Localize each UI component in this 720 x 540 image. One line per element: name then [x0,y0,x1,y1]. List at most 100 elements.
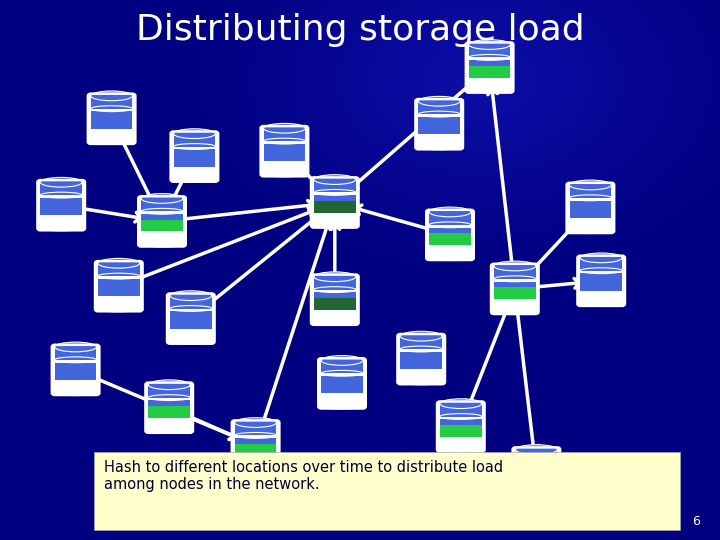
Bar [314,276,356,289]
Bar [264,150,305,161]
Bar [55,347,96,360]
Bar [321,361,363,373]
Bar [174,149,215,155]
Bar [235,444,276,456]
FancyBboxPatch shape [437,402,485,451]
Ellipse shape [321,404,363,409]
Bar [55,362,96,368]
Bar [141,199,183,211]
Ellipse shape [314,320,356,325]
Bar [321,382,363,394]
Bar [91,96,132,109]
Bar [429,212,471,225]
Ellipse shape [91,91,132,100]
Bar [55,368,96,380]
Bar [40,204,82,215]
Ellipse shape [170,291,212,300]
Ellipse shape [264,123,305,133]
Bar [148,384,190,397]
Ellipse shape [440,399,482,408]
Ellipse shape [148,380,190,390]
Bar [580,273,622,279]
FancyBboxPatch shape [577,255,625,306]
Bar [148,406,190,418]
Ellipse shape [570,180,611,190]
Ellipse shape [55,390,96,395]
Bar [98,285,140,296]
Bar [98,264,140,276]
Ellipse shape [580,253,622,263]
Ellipse shape [55,342,96,352]
Ellipse shape [400,379,442,384]
Ellipse shape [98,307,140,312]
Ellipse shape [494,261,536,271]
Ellipse shape [570,228,611,233]
Bar [170,311,212,317]
Ellipse shape [40,226,82,231]
Bar [91,111,132,117]
Ellipse shape [141,194,183,204]
Bar [440,419,482,425]
Bar [400,336,442,349]
Bar [174,155,215,167]
FancyBboxPatch shape [171,131,218,181]
FancyBboxPatch shape [95,261,143,311]
Ellipse shape [469,87,510,93]
Bar [580,258,622,271]
Bar [418,102,460,114]
FancyBboxPatch shape [415,99,463,149]
Bar [98,279,140,285]
Bar [314,292,356,298]
FancyBboxPatch shape [426,210,474,260]
Bar [148,400,190,406]
Ellipse shape [418,144,460,150]
Bar [264,128,305,141]
Ellipse shape [400,332,442,341]
Ellipse shape [429,255,471,261]
Ellipse shape [148,428,190,433]
FancyBboxPatch shape [145,382,193,433]
Ellipse shape [264,172,305,177]
Bar [469,66,510,78]
FancyBboxPatch shape [37,180,85,230]
Bar [314,179,356,192]
Bar [429,227,471,233]
FancyBboxPatch shape [491,264,539,314]
Ellipse shape [314,272,356,282]
Text: 6: 6 [692,515,700,528]
Bar [400,357,442,369]
Text: Hash to different locations over time to distribute load
among nodes in the netw: Hash to different locations over time to… [104,460,503,492]
Bar [418,123,460,134]
Ellipse shape [40,177,82,187]
Bar [429,233,471,245]
Bar [314,195,356,201]
Bar [91,117,132,129]
Bar [264,144,305,150]
Bar [494,287,536,299]
Bar [141,214,183,220]
Ellipse shape [174,129,215,139]
Bar [494,266,536,279]
Bar [494,281,536,287]
Bar [516,449,557,462]
Ellipse shape [580,301,622,306]
Ellipse shape [440,447,482,453]
FancyBboxPatch shape [567,183,614,233]
FancyBboxPatch shape [167,293,215,344]
Bar [235,422,276,435]
FancyBboxPatch shape [94,452,680,530]
Ellipse shape [174,177,215,183]
Bar [141,220,183,232]
Ellipse shape [494,309,536,314]
Bar [516,471,557,483]
Ellipse shape [98,258,140,268]
Bar [314,298,356,310]
Bar [400,352,442,357]
Ellipse shape [141,242,183,247]
Ellipse shape [314,222,356,228]
FancyBboxPatch shape [261,126,308,176]
Bar [40,198,82,204]
FancyBboxPatch shape [466,42,513,93]
Bar [321,376,363,382]
Ellipse shape [469,40,510,50]
